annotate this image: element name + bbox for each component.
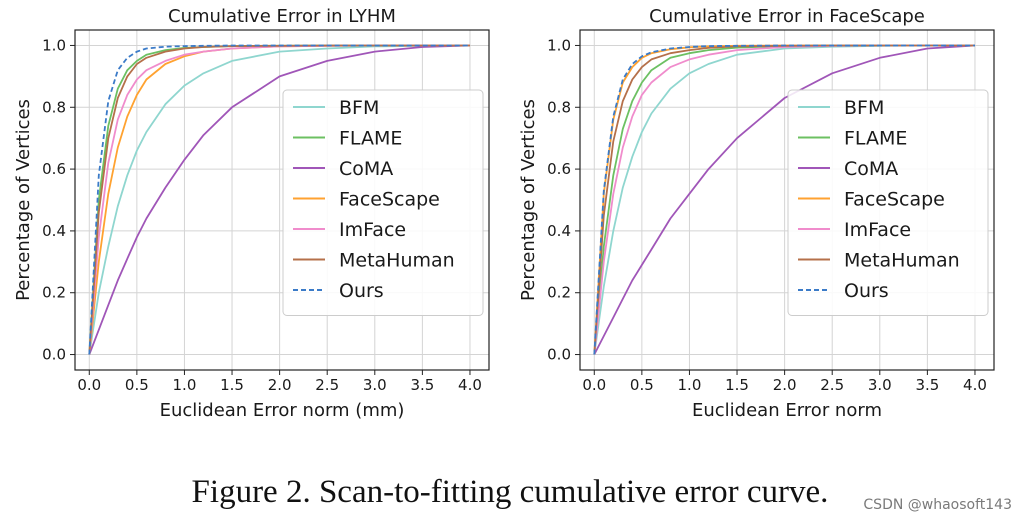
x-tick-label: 0.0 [582,376,606,394]
chart-title: Cumulative Error in LYHM [168,6,396,27]
legend: BFM FLAME CoMA FaceScape ImFace MetaHuman Ours [787,89,989,316]
x-tick-label: 0.0 [77,376,101,394]
legend-label-facescape: FaceScape [844,189,945,211]
x-tick-label: 4.0 [458,376,482,394]
y-tick-label: 1.0 [42,36,66,54]
legend-label-bfm: BFM [844,97,884,119]
series-line-coma [88,44,471,355]
figure-caption: Figure 2. Scan-to-fitting cumulative err… [191,474,829,510]
x-tick-label: 2.5 [315,376,339,394]
y-tick-label: 0.4 [42,222,66,240]
watermark: CSDN @whaosoft143 [863,497,1012,513]
y-tick-label: 0.8 [42,98,66,116]
x-tick-label: 2.0 [773,376,797,394]
x-tick-label: 0.5 [125,376,149,394]
legend-label-flame: FLAME [339,128,402,150]
legend-label-metahuman: MetaHuman [844,250,960,272]
legend-label-metahuman: MetaHuman [339,250,455,272]
legend-label-imface: ImFace [339,219,406,241]
legend: BFM FLAME CoMA FaceScape ImFace MetaHuman Ours [282,89,484,316]
legend-box [787,89,989,316]
series-line-ours [593,44,975,355]
series-line-bfm [88,44,471,355]
x-tick-label: 3.0 [363,376,387,394]
y-tick-label: 0.0 [547,346,571,364]
legend-label-ours: Ours [339,280,384,302]
legend-label-coma: CoMA [844,158,898,180]
x-tick-label: 1.5 [725,376,749,394]
x-tick-label: 4.0 [963,376,987,394]
x-tick-label: 0.5 [630,376,654,394]
chart-panel-1: 0.0 0.5 1.0 1.5 2.0 2.5 3.0 3.5 4.0 0.0 0.2 0.4 0.6 0… [13,6,490,421]
x-tick-label: 1.0 [678,376,702,394]
x-tick-label: 2.0 [268,376,292,394]
x-tick-label: 2.5 [820,376,844,394]
legend-label-flame: FLAME [844,128,907,150]
legend-label-coma: CoMA [339,158,393,180]
y-tick-label: 0.8 [547,98,571,116]
chart-panel-2: 0.0 0.5 1.0 1.5 2.0 2.5 3.0 3.5 4.0 0.0 0.2 0.4 0.6 0… [518,6,995,421]
y-tick-label: 0.6 [547,160,571,178]
x-axis-label: Euclidean Error norm [692,400,882,421]
x-tick-label: 1.5 [220,376,244,394]
y-tick-label: 0.4 [547,222,571,240]
y-tick-label: 0.0 [42,346,66,364]
plot-frame [579,29,995,371]
legend-box [282,89,484,316]
y-tick-label: 0.6 [42,160,66,178]
x-tick-label: 3.0 [868,376,892,394]
x-tick-label: 3.5 [410,376,434,394]
y-tick-label: 1.0 [547,36,571,54]
legend-label-imface: ImFace [844,219,911,241]
y-axis-label: Percentage of Vertices [518,99,539,301]
series-line-coma [593,44,976,355]
legend-label-bfm: BFM [339,97,379,119]
x-tick-label: 3.5 [915,376,939,394]
y-tick-label: 0.2 [42,284,66,302]
x-axis-label: Euclidean Error norm (mm) [160,400,405,421]
legend-label-facescape: FaceScape [339,189,440,211]
series-line-ours [88,44,470,355]
chart-title: Cumulative Error in FaceScape [649,6,925,27]
plot-frame [74,29,490,371]
y-tick-label: 0.2 [547,284,571,302]
figure: 0.0 0.5 1.0 1.5 2.0 2.5 3.0 3.5 4.0 0.0 0.2 0.4 0.6 0… [13,6,995,421]
y-axis-label: Percentage of Vertices [13,99,34,301]
legend-label-ours: Ours [844,280,889,302]
x-tick-label: 1.0 [173,376,197,394]
